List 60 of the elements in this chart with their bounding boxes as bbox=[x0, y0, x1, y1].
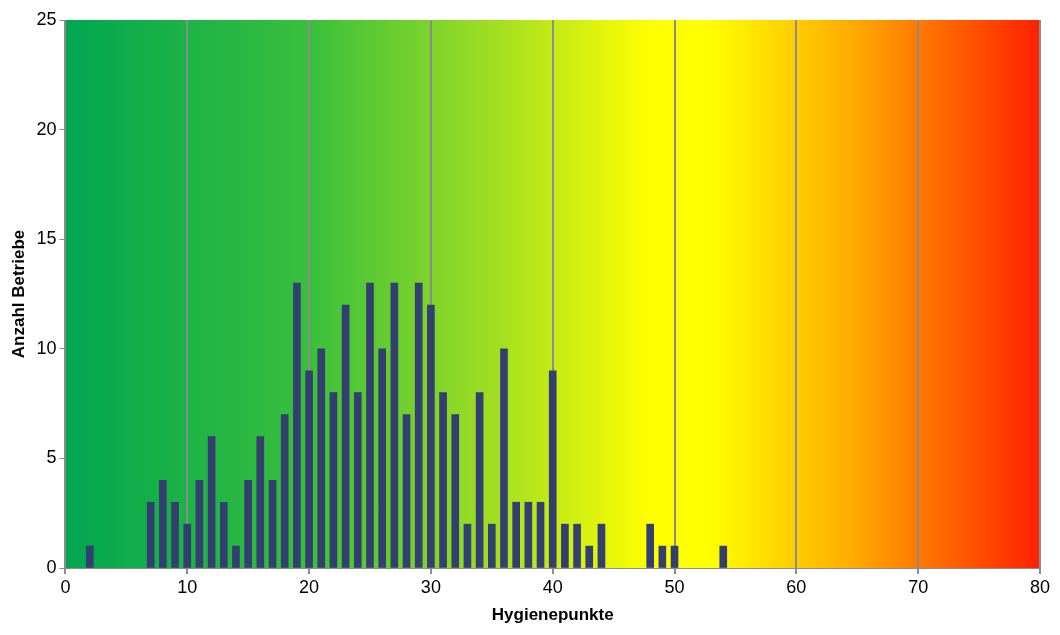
bar bbox=[268, 479, 277, 568]
bar bbox=[573, 523, 581, 568]
bar bbox=[487, 523, 496, 568]
bar bbox=[378, 348, 386, 568]
y-tick-label: 15 bbox=[36, 228, 57, 249]
x-tick-label: 30 bbox=[420, 576, 441, 597]
bar bbox=[329, 392, 338, 568]
bar bbox=[293, 282, 301, 568]
bar bbox=[244, 479, 252, 568]
y-tick-label: 0 bbox=[46, 556, 57, 577]
bar bbox=[232, 545, 240, 568]
bar bbox=[585, 545, 594, 568]
bar bbox=[159, 479, 167, 568]
bar bbox=[353, 392, 362, 568]
bar bbox=[597, 523, 606, 568]
x-tick-label: 20 bbox=[299, 576, 320, 597]
bar bbox=[524, 501, 533, 568]
bar bbox=[390, 282, 399, 568]
y-tick-label: 25 bbox=[36, 8, 57, 29]
bar bbox=[207, 436, 216, 568]
bar bbox=[500, 348, 508, 568]
bar bbox=[305, 370, 313, 568]
bar bbox=[256, 436, 265, 568]
bar bbox=[439, 392, 447, 568]
bar bbox=[427, 304, 435, 568]
y-tick-label: 5 bbox=[46, 447, 57, 468]
bar bbox=[719, 545, 728, 568]
x-tick-label: 60 bbox=[786, 576, 807, 597]
x-tick-label: 10 bbox=[177, 576, 198, 597]
bar bbox=[402, 414, 411, 568]
bar bbox=[195, 479, 204, 568]
y-axis-title: Anzahl Betriebe bbox=[8, 229, 28, 359]
bar bbox=[670, 545, 679, 568]
x-tick-label: 70 bbox=[908, 576, 929, 597]
bar bbox=[475, 392, 484, 568]
bar bbox=[280, 414, 289, 568]
y-tick-label: 10 bbox=[36, 337, 57, 358]
x-tick-label: 80 bbox=[1029, 576, 1051, 597]
bar bbox=[341, 304, 350, 568]
bar bbox=[171, 501, 179, 568]
x-tick-label: 0 bbox=[60, 576, 71, 597]
y-tick-label: 20 bbox=[36, 118, 57, 139]
bar bbox=[536, 501, 545, 568]
x-axis-title: Hygienepunkte bbox=[491, 605, 614, 625]
bar bbox=[414, 282, 423, 568]
bar bbox=[317, 348, 326, 568]
bar bbox=[85, 545, 94, 568]
bar bbox=[646, 523, 654, 568]
bar bbox=[146, 501, 155, 568]
bar bbox=[512, 501, 520, 568]
bar bbox=[548, 370, 557, 568]
bar bbox=[183, 523, 192, 568]
bar bbox=[451, 414, 460, 568]
bar bbox=[219, 501, 228, 568]
x-tick-label: 40 bbox=[542, 576, 563, 597]
bar bbox=[658, 545, 667, 568]
bar bbox=[366, 282, 374, 568]
x-tick-label: 50 bbox=[664, 576, 685, 597]
bar bbox=[463, 523, 472, 568]
bar bbox=[561, 523, 569, 568]
